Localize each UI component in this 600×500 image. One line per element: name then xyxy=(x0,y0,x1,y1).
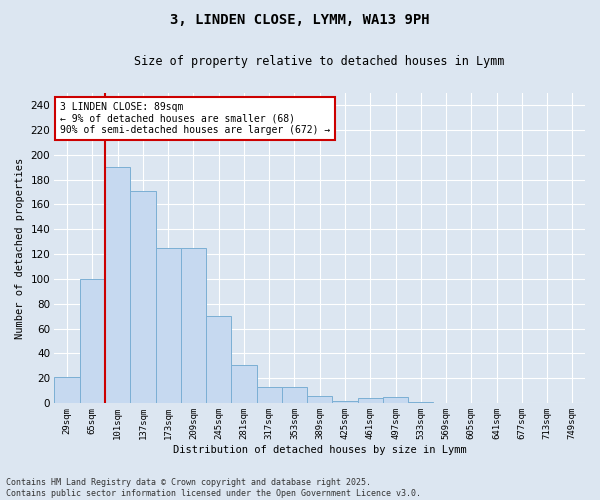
X-axis label: Distribution of detached houses by size in Lymm: Distribution of detached houses by size … xyxy=(173,445,467,455)
Bar xyxy=(282,387,307,403)
Bar xyxy=(105,167,130,403)
Bar xyxy=(257,387,282,403)
Bar xyxy=(55,377,80,403)
Bar xyxy=(155,248,181,403)
Bar xyxy=(181,248,206,403)
Text: 3 LINDEN CLOSE: 89sqm
← 9% of detached houses are smaller (68)
90% of semi-detac: 3 LINDEN CLOSE: 89sqm ← 9% of detached h… xyxy=(60,102,330,136)
Bar xyxy=(80,279,105,403)
Bar xyxy=(307,396,332,403)
Title: Size of property relative to detached houses in Lymm: Size of property relative to detached ho… xyxy=(134,55,505,68)
Text: Contains HM Land Registry data © Crown copyright and database right 2025.
Contai: Contains HM Land Registry data © Crown c… xyxy=(6,478,421,498)
Bar xyxy=(130,191,155,403)
Bar xyxy=(206,316,232,403)
Bar xyxy=(332,400,358,403)
Bar xyxy=(383,397,408,403)
Text: 3, LINDEN CLOSE, LYMM, WA13 9PH: 3, LINDEN CLOSE, LYMM, WA13 9PH xyxy=(170,12,430,26)
Bar xyxy=(232,364,257,403)
Bar xyxy=(358,398,383,403)
Bar xyxy=(408,402,433,403)
Y-axis label: Number of detached properties: Number of detached properties xyxy=(15,158,25,338)
